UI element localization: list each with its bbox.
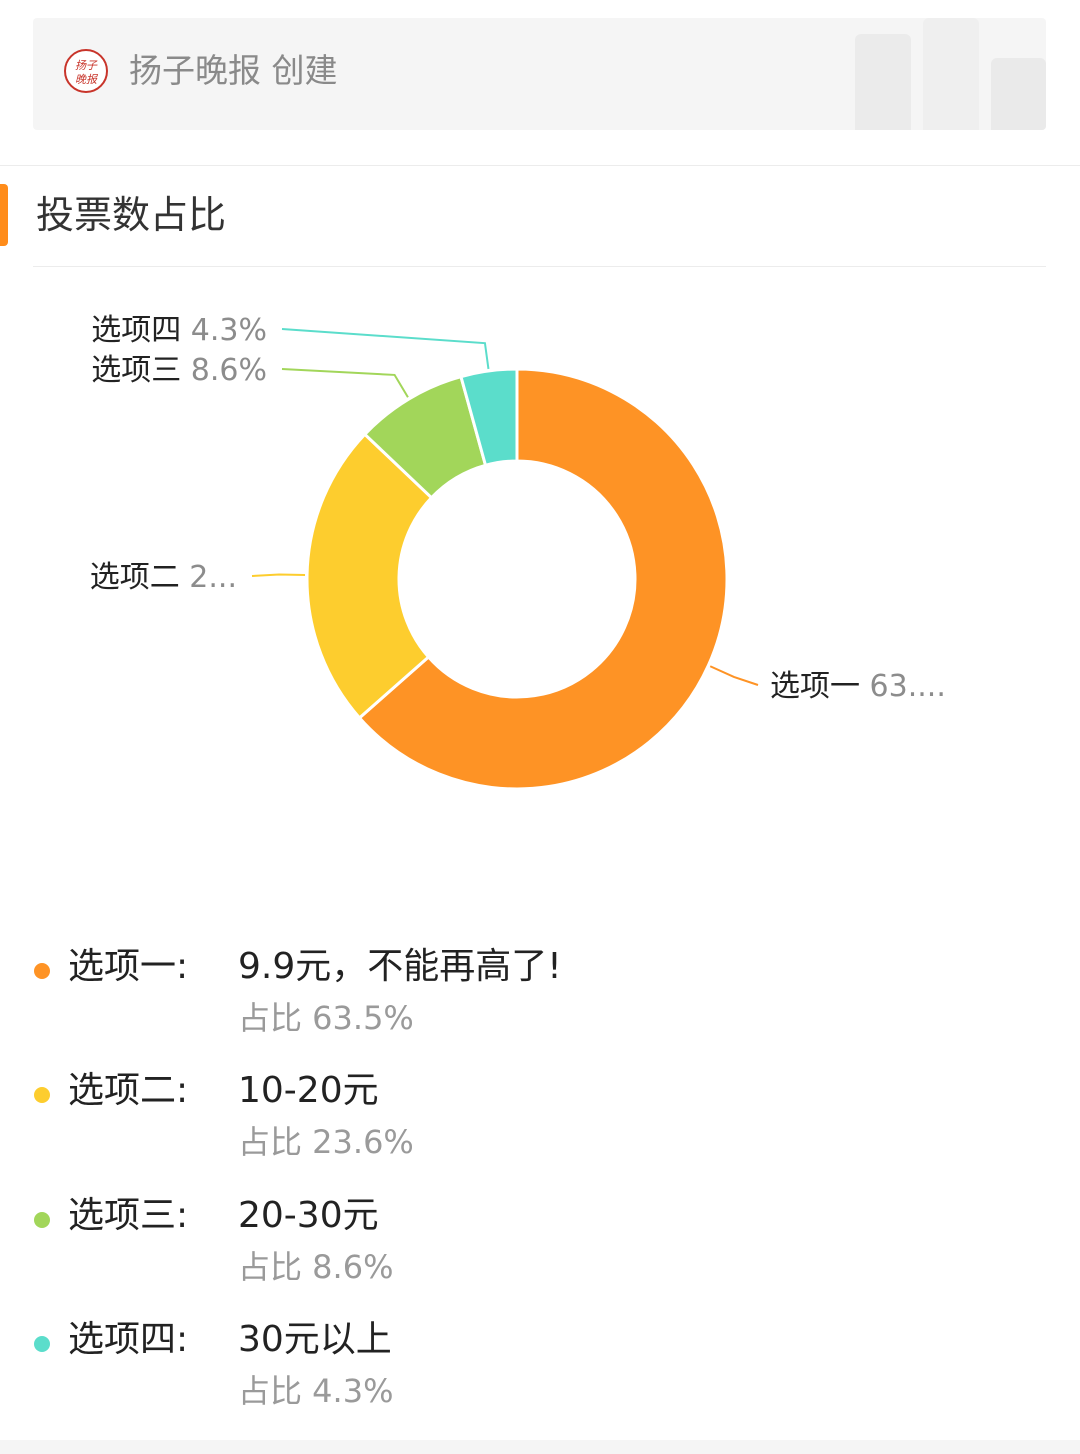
- legend-dot: [34, 963, 50, 979]
- legend-option-name: 选项三:: [68, 1195, 189, 1236]
- legend-option-name: 选项二:: [68, 1070, 189, 1111]
- legend-option-value: 20-30元: [238, 1195, 379, 1236]
- leader-line-3: [281, 368, 409, 398]
- legend-option-share: 占比 4.3%: [238, 1372, 394, 1410]
- newspaper-logo: 扬子 晚报: [64, 49, 108, 93]
- section-title: 投票数占比: [36, 193, 227, 237]
- legend-option-value: 30元以上: [238, 1319, 392, 1360]
- legend-option-name: 选项一:: [68, 946, 189, 987]
- donut-slice-4[interactable]: [459, 367, 519, 468]
- leader-line-1: [709, 665, 759, 686]
- svg-text:晚报: 晚报: [75, 73, 99, 86]
- slice-label-1: 选项一 63....: [770, 669, 946, 704]
- bottom-divider: [0, 1440, 1080, 1454]
- decorative-bar: [991, 58, 1046, 130]
- legend-dot: [34, 1336, 50, 1352]
- legend-option-share: 占比 8.6%: [238, 1248, 394, 1286]
- legend-option-value: 10-20元: [238, 1070, 379, 1111]
- legend-dot: [34, 1087, 50, 1103]
- slice-label-2: 选项二 2...: [90, 560, 237, 595]
- logo-seal-icon: 扬子 晚报: [75, 59, 99, 86]
- legend-option-share: 占比 23.6%: [238, 1123, 414, 1161]
- legend-item-option-4[interactable]: 选项四: 30元以上 占比 4.3%: [0, 1303, 1080, 1413]
- slice-label-3: 选项三 8.6%: [91, 353, 267, 388]
- legend-item-option-3[interactable]: 选项三: 20-30元 占比 8.6%: [0, 1179, 1080, 1289]
- creator-name: 扬子晚报 创建: [129, 51, 338, 90]
- slice-label-4: 选项四 4.3%: [91, 313, 267, 348]
- legend-item-option-2[interactable]: 选项二: 10-20元 占比 23.6%: [0, 1054, 1080, 1164]
- leader-line-4: [281, 328, 490, 370]
- divider: [0, 165, 1080, 166]
- donut-slice-1[interactable]: [357, 367, 729, 791]
- donut-chart[interactable]: 选项一 63.... 选项二 2... 选项三 8.6% 选项四 4.3%: [0, 280, 1080, 840]
- legend-item-option-1[interactable]: 选项一: 9.9元，不能再高了! 占比 63.5%: [0, 930, 1080, 1040]
- legend-option-name: 选项四:: [68, 1319, 189, 1360]
- legend-dot: [34, 1212, 50, 1228]
- leader-line-2: [251, 573, 306, 577]
- decorative-bar: [923, 18, 979, 130]
- creator-card[interactable]: 扬子 晚报 扬子晚报 创建: [33, 18, 1046, 130]
- decorative-bar: [855, 34, 911, 130]
- svg-text:扬子: 扬子: [75, 59, 98, 72]
- donut-slice-2[interactable]: [305, 432, 434, 720]
- section-accent-bar: [0, 184, 8, 246]
- legend-option-share: 占比 63.5%: [238, 999, 414, 1037]
- divider: [33, 266, 1046, 267]
- legend-option-value: 9.9元，不能再高了!: [238, 946, 562, 987]
